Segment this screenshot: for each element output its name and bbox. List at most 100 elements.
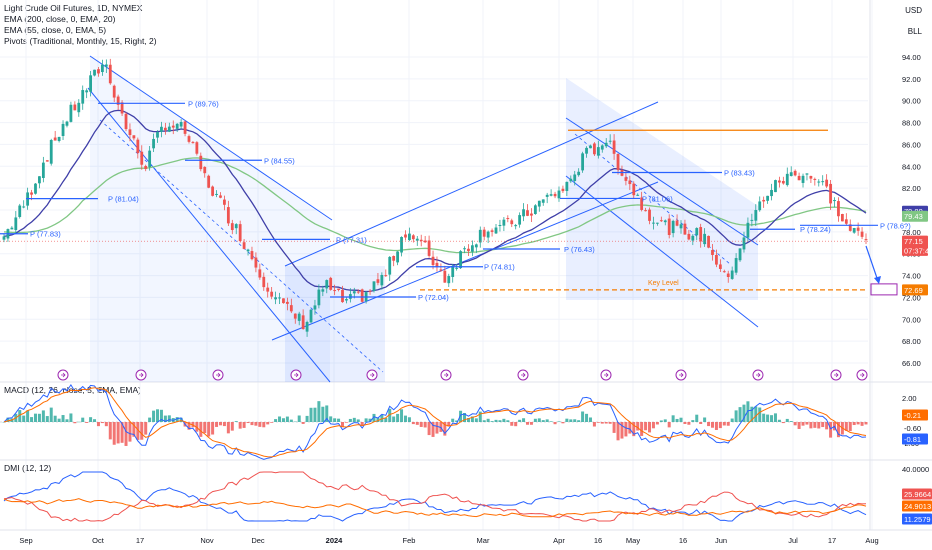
candle-body xyxy=(844,219,848,224)
channel-shade xyxy=(90,56,330,382)
candle-body xyxy=(408,233,411,241)
candle-body xyxy=(171,125,175,128)
candle-body xyxy=(655,222,659,224)
candle-body xyxy=(183,121,187,134)
candle-body xyxy=(533,205,537,215)
pivot-label: P (78.24) xyxy=(800,225,831,234)
candle-body xyxy=(848,224,852,231)
candle-body xyxy=(289,305,293,312)
macd-bar xyxy=(600,422,604,424)
candle-body xyxy=(703,233,707,245)
candle-body xyxy=(837,201,840,217)
x-tick-label: Apr xyxy=(553,536,565,545)
candle-body xyxy=(809,175,813,179)
macd-bar xyxy=(96,422,100,427)
macd-bar xyxy=(545,419,549,422)
macd-bar xyxy=(490,421,494,422)
candle-body xyxy=(506,218,510,220)
macd-bar xyxy=(616,422,620,441)
candle-body xyxy=(187,136,191,142)
pivot-label: P (81.04) xyxy=(108,195,139,204)
y-tick-label: 84.00 xyxy=(902,162,921,171)
macd-bar xyxy=(85,422,89,423)
candle-body xyxy=(242,242,246,249)
candle-body xyxy=(85,90,89,93)
candle-body xyxy=(593,143,596,155)
candle-body xyxy=(329,277,333,290)
macd-bar xyxy=(376,417,380,422)
candle-body xyxy=(128,129,132,136)
macd-bar xyxy=(463,413,467,422)
candle-body xyxy=(136,139,140,154)
macd-bar xyxy=(360,422,364,426)
macd-bar xyxy=(364,418,368,422)
x-tick-label: Sep xyxy=(19,536,32,545)
macd-bar xyxy=(352,417,356,422)
event-arrow-icon xyxy=(604,372,609,378)
candle-body xyxy=(400,237,403,253)
candle-body xyxy=(722,271,726,273)
macd-bar xyxy=(703,417,707,422)
candle-body xyxy=(545,194,549,197)
candle-body xyxy=(825,179,829,187)
candle-body xyxy=(219,195,222,198)
candle-body xyxy=(467,248,470,251)
macd-tick-label: 2.00 xyxy=(902,394,917,403)
dmi-title[interactable]: DMI (12, 12) xyxy=(4,463,52,473)
indicator-ema200[interactable]: EMA (200, close, 0, EMA, 20) xyxy=(4,14,116,24)
pivot-label: P (84.55) xyxy=(264,156,295,165)
macd-bar xyxy=(179,417,183,422)
y-tick-label: 74.00 xyxy=(902,272,921,281)
event-arrow-icon xyxy=(61,372,66,378)
macd-bar xyxy=(821,422,825,428)
macd-bar xyxy=(663,419,667,422)
candle-body xyxy=(112,85,116,98)
macd-bar xyxy=(557,421,561,422)
candle-body xyxy=(160,126,163,132)
candle-body xyxy=(250,251,254,260)
candle-body xyxy=(352,291,356,294)
candle-body xyxy=(22,206,26,208)
candle-body xyxy=(293,313,297,319)
event-arrow-icon xyxy=(756,372,761,378)
candle-body xyxy=(93,69,96,76)
unit-label[interactable]: BLL xyxy=(907,27,922,36)
pivot-label: P (77.83) xyxy=(30,230,61,239)
macd-bar xyxy=(502,418,506,422)
macd-bar xyxy=(30,417,34,422)
candle-body xyxy=(230,223,234,231)
macd-bar xyxy=(22,415,26,422)
candle-body xyxy=(49,140,53,164)
macd-bar xyxy=(266,422,270,425)
event-arrow-icon xyxy=(444,372,449,378)
macd-bar xyxy=(848,422,852,432)
projection-arrow xyxy=(865,245,879,282)
candle-body xyxy=(699,227,703,242)
macd-bar xyxy=(805,422,809,425)
macd-bar xyxy=(321,406,325,422)
symbol-title[interactable]: Light Crude Oil Futures, 1D, NYMEX xyxy=(4,3,143,13)
macd-bar xyxy=(392,416,396,422)
indicator-pivots[interactable]: Pivots (Traditional, Monthly, 15, Right,… xyxy=(4,36,157,46)
currency-label[interactable]: USD xyxy=(905,6,922,15)
macd-bar xyxy=(274,419,278,422)
candle-body xyxy=(376,279,380,283)
y-tick-label: 72.00 xyxy=(902,293,921,302)
price-tag-bg xyxy=(902,284,928,296)
y-tick-label: 68.00 xyxy=(902,337,921,346)
candle-body xyxy=(104,64,108,67)
candle-body xyxy=(419,239,423,242)
candle-body xyxy=(266,287,270,292)
indicator-ema55[interactable]: EMA (55, close, 0, EMA, 5) xyxy=(4,25,107,35)
candle-body xyxy=(207,175,211,188)
macd-bar xyxy=(104,422,108,427)
pivots xyxy=(0,102,878,298)
event-arrow-icon xyxy=(370,372,375,378)
candle-body xyxy=(301,315,305,330)
candle-body xyxy=(742,237,746,250)
candle-body xyxy=(470,245,474,252)
candle-body xyxy=(435,262,439,268)
candle-body xyxy=(282,298,285,304)
candle-body xyxy=(711,250,714,255)
